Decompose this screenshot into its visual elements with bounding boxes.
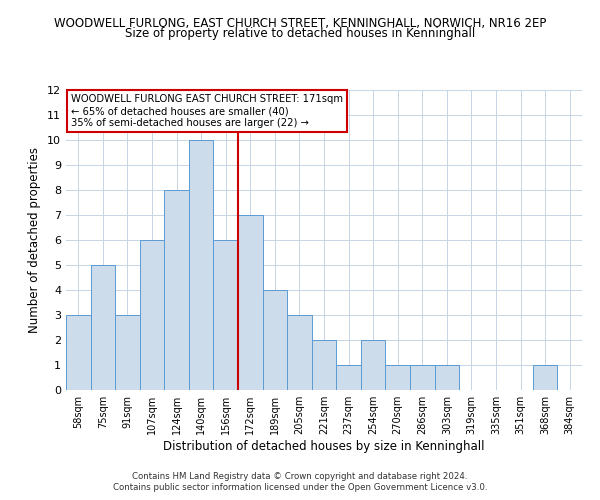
Bar (238, 215, 263, 390)
Bar (312, 340, 336, 390)
Bar (66, 315, 91, 390)
Text: Contains HM Land Registry data © Crown copyright and database right 2024.: Contains HM Land Registry data © Crown c… (132, 472, 468, 481)
Bar (214, 240, 238, 390)
Bar (263, 290, 287, 390)
Bar (287, 315, 312, 390)
Bar (164, 190, 189, 390)
Bar (189, 140, 214, 390)
Text: WOODWELL FURLONG EAST CHURCH STREET: 171sqm
← 65% of detached houses are smaller: WOODWELL FURLONG EAST CHURCH STREET: 171… (71, 94, 343, 128)
Bar (140, 240, 164, 390)
Text: Size of property relative to detached houses in Kenninghall: Size of property relative to detached ho… (125, 28, 475, 40)
Bar (434, 365, 459, 390)
Y-axis label: Number of detached properties: Number of detached properties (28, 147, 41, 333)
X-axis label: Distribution of detached houses by size in Kenninghall: Distribution of detached houses by size … (163, 440, 485, 453)
Bar (115, 315, 140, 390)
Bar (336, 365, 361, 390)
Bar (361, 340, 385, 390)
Bar (385, 365, 410, 390)
Text: Contains public sector information licensed under the Open Government Licence v3: Contains public sector information licen… (113, 484, 487, 492)
Bar (533, 365, 557, 390)
Bar (91, 265, 115, 390)
Bar (410, 365, 434, 390)
Text: WOODWELL FURLONG, EAST CHURCH STREET, KENNINGHALL, NORWICH, NR16 2EP: WOODWELL FURLONG, EAST CHURCH STREET, KE… (54, 18, 546, 30)
